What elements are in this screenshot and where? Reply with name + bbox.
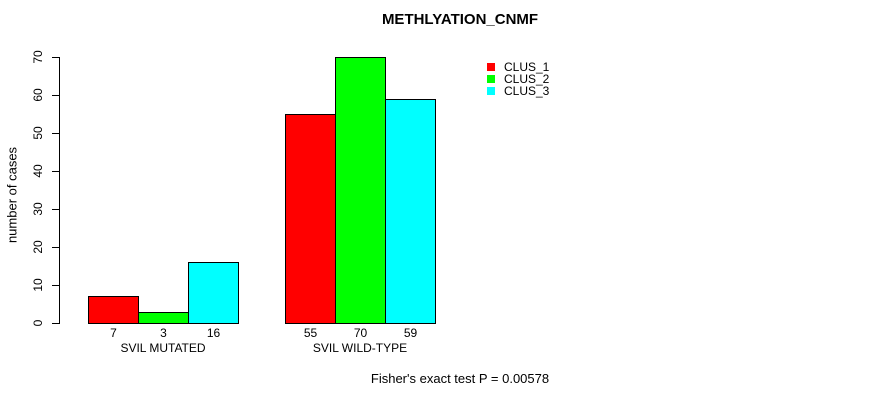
legend: CLUS_1 CLUS_2 CLUS_3 xyxy=(487,61,549,97)
bar-clus_2-svil-wild-type xyxy=(335,57,386,324)
legend-label-clus2: CLUS_2 xyxy=(504,72,550,86)
bar-value-label: 16 xyxy=(206,326,221,340)
legend-item-clus1: CLUS_1 xyxy=(487,61,549,73)
bar-value-label: 55 xyxy=(303,326,318,340)
y-tick xyxy=(52,95,59,96)
y-axis-line xyxy=(59,57,60,324)
bar-clus_3-svil-wild-type xyxy=(385,98,436,324)
category-label-svil-mutated: SVIL MUTATED xyxy=(120,341,206,355)
y-tick-label: 50 xyxy=(31,126,45,140)
y-tick-label: 20 xyxy=(31,240,45,254)
y-tick-label: 70 xyxy=(31,50,45,64)
bar-value-label: 59 xyxy=(403,326,418,340)
y-tick xyxy=(52,209,59,210)
legend-swatch-clus2-icon xyxy=(487,75,495,83)
y-tick-label: 0 xyxy=(31,319,45,327)
y-tick xyxy=(52,323,59,324)
bar-clus_2-svil-mutated xyxy=(138,311,189,324)
bar-value-label: 7 xyxy=(110,326,117,340)
legend-swatch-clus1-icon xyxy=(487,63,495,71)
chart-title: METHLYATION_CNMF xyxy=(381,11,539,28)
bar-clus_3-svil-mutated xyxy=(188,262,239,324)
fisher-test-annotation: Fisher's exact test P = 0.00578 xyxy=(370,371,550,386)
legend-item-clus3: CLUS_3 xyxy=(487,85,549,97)
bar-clus_1-svil-mutated xyxy=(88,296,139,324)
legend-label-clus1: CLUS_1 xyxy=(504,60,550,74)
y-tick-label: 60 xyxy=(31,88,45,102)
y-tick-label: 10 xyxy=(31,278,45,292)
y-tick xyxy=(52,133,59,134)
legend-swatch-clus3-icon xyxy=(487,87,495,95)
legend-label-clus3: CLUS_3 xyxy=(504,84,550,98)
y-tick xyxy=(52,57,59,58)
y-tick-label: 40 xyxy=(31,164,45,178)
y-tick-label: 30 xyxy=(31,202,45,216)
category-label-svil-wild-type: SVIL WILD-TYPE xyxy=(312,341,408,355)
y-tick xyxy=(52,247,59,248)
bar-clus_1-svil-wild-type xyxy=(285,114,336,324)
y-tick xyxy=(52,285,59,286)
y-tick xyxy=(52,171,59,172)
legend-item-clus2: CLUS_2 xyxy=(487,73,549,85)
bar-value-label: 70 xyxy=(353,326,368,340)
bar-value-label: 3 xyxy=(160,326,167,340)
